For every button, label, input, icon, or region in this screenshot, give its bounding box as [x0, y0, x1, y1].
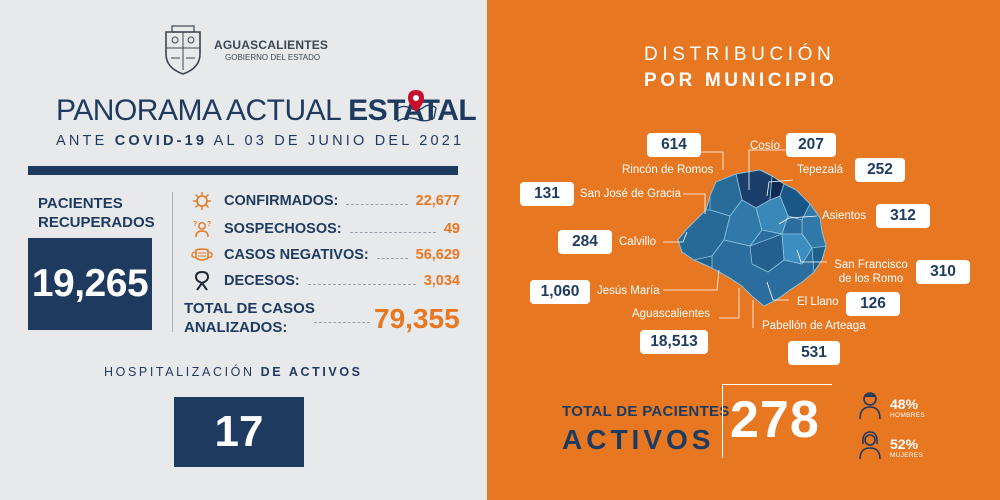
active-total-label-line-2: ACTIVOS: [562, 424, 715, 455]
men-label: HOMBRES: [890, 412, 925, 419]
map-pin-icon: [395, 90, 437, 123]
municipality-value-pabellon-de-arteaga: 531: [788, 341, 840, 365]
stat-value: 22,677: [415, 193, 460, 209]
recovered-value: 19,265: [28, 238, 152, 330]
leader-dash: [376, 257, 408, 259]
municipality-name-pabellon-de-arteaga: Pabellón de Arteaga: [762, 320, 866, 332]
left-panel: AGUASCALIENTES GOBIERNO DEL ESTADO PANOR…: [0, 0, 487, 500]
leader-dash: [307, 283, 416, 285]
stat-value: 56,629: [415, 247, 460, 263]
hospitalization-label: HOSPITALIZACIÓN DE ACTIVOS: [104, 365, 363, 379]
mask-icon: [190, 244, 214, 266]
municipality-name-san-francisco-de-los-romo: San Francisco de los Romo: [834, 259, 908, 285]
person-question-icon: ??: [190, 218, 214, 240]
stat-row-suspected: ?? SOSPECHOSOS: 49: [190, 218, 460, 240]
recovered-label: PACIENTES RECUPERADOS: [38, 195, 155, 231]
stat-label: CASOS NEGATIVOS:: [224, 247, 369, 263]
vertical-divider: [172, 192, 173, 332]
subtitle-post: AL 03 DE JUNIO DEL 2021: [207, 133, 465, 149]
distribution-title-line-1: DISTRIBUCIÓN: [644, 44, 836, 65]
municipality-name-san-jose-de-gracia: San José de Gracia: [580, 188, 682, 200]
title-light: PANORAMA ACTUAL: [56, 94, 349, 127]
stat-value: 49: [443, 221, 460, 237]
leader-dash: [314, 322, 370, 323]
municipality-name-aguascalientes: Aguascalientes: [632, 308, 710, 320]
municipality-value-san-francisco-de-los-romo: 310: [916, 260, 970, 284]
subtitle-bold: COVID-19: [114, 133, 208, 149]
municipality-value-asientos: 312: [876, 204, 930, 228]
municipality-name-calvillo: Calvillo: [619, 236, 657, 248]
page-subtitle: ANTE COVID-19 AL 03 DE JUNIO DEL 2021: [56, 133, 464, 149]
municipality-name-asientos: Asientos: [822, 210, 867, 222]
government-subtitle: GOBIERNO DEL ESTADO: [225, 53, 321, 62]
municipality-value-san-jose-de-gracia: 131: [520, 182, 574, 206]
municipality-name-rincon-de-romos: Rincón de Romos: [622, 164, 714, 176]
man-icon: [859, 392, 881, 420]
svg-text:?: ?: [193, 221, 197, 228]
state-seal-icon: [165, 25, 201, 75]
women-label: MUJERES: [890, 452, 924, 459]
government-name: AGUASCALIENTES: [214, 38, 329, 52]
leader-dash: [346, 203, 408, 205]
men-percentage: 48%: [890, 396, 919, 412]
active-total-value: 278: [730, 391, 820, 449]
total-analyzed-label: TOTAL DE CASOS ANALIZADOS:: [184, 299, 315, 337]
municipality-name-tepezala: Tepezalá: [797, 164, 844, 176]
total-analyzed-label-line-1: TOTAL DE CASOS: [184, 300, 315, 317]
total-analyzed-value: 79,355: [374, 303, 460, 334]
stat-row-negative: CASOS NEGATIVOS: 56,629: [190, 244, 460, 266]
mourning-ribbon-icon: [190, 270, 214, 292]
active-total-label-line-1: TOTAL DE PACIENTES: [562, 403, 730, 420]
municipality-value-tepezala: 252: [855, 158, 905, 182]
stat-row-confirmed: CONFIRMADOS: 22,677: [190, 190, 460, 212]
divider-bar: [28, 166, 458, 175]
distribution-title-line-2: POR MUNICIPIO: [644, 70, 838, 91]
map-connectors: [663, 149, 827, 328]
municipality-name-el-llano: El Llano: [797, 296, 839, 308]
hospitalization-label-bold: DE ACTIVOS: [260, 365, 363, 379]
virus-icon: [190, 190, 214, 212]
subtitle-pre: ANTE: [56, 133, 115, 149]
municipality-value-jesus-maria: 1,060: [530, 280, 590, 304]
active-total-frame: [722, 384, 832, 458]
municipality-name-cosio: Cosío: [750, 140, 781, 152]
municipality-value-el-llano: 126: [846, 292, 900, 316]
total-analyzed-label-line-2: ANALIZADOS:: [184, 319, 288, 336]
municipality-value-aguascalientes: 18,513: [640, 330, 708, 354]
hospitalization-label-pre: HOSPITALIZACIÓN: [104, 365, 261, 379]
stat-value: 3,034: [423, 273, 460, 289]
woman-icon: [859, 431, 881, 460]
municipality-value-cosio: 207: [786, 133, 836, 157]
stat-label: DECESOS:: [224, 273, 300, 289]
municipality-value-calvillo: 284: [558, 230, 612, 254]
state-map: [677, 169, 827, 307]
stat-row-deaths: DECESOS: 3,034: [190, 270, 460, 292]
stat-label: SOSPECHOSOS:: [224, 221, 342, 237]
svg-text:?: ?: [207, 221, 211, 228]
leader-dash: [349, 231, 436, 233]
municipality-name-jesus-maria: Jesús María: [597, 285, 660, 297]
municipality-value-rincon-de-romos: 614: [647, 133, 701, 157]
hospitalization-value: 17: [174, 397, 304, 467]
women-percentage: 52%: [890, 436, 919, 452]
stat-label: CONFIRMADOS:: [224, 193, 339, 209]
